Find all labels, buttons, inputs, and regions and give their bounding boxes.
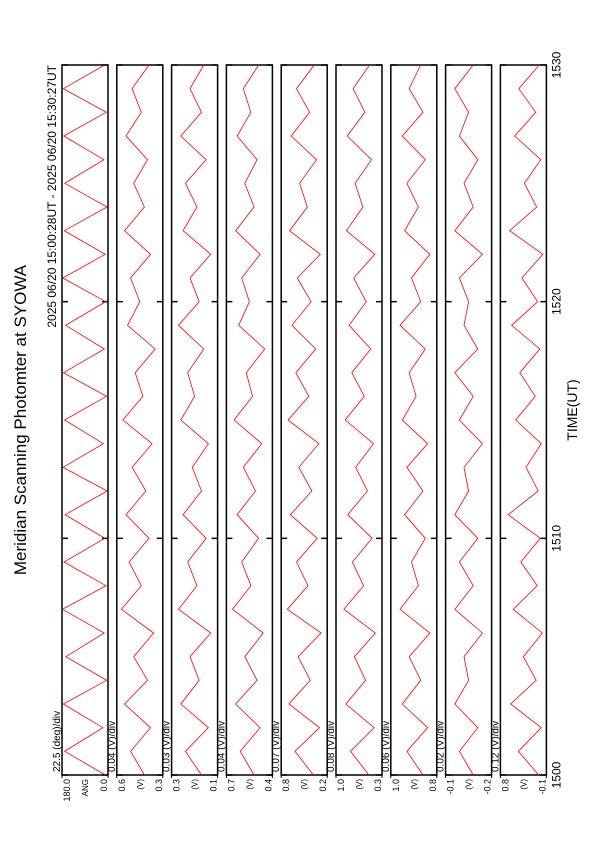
y-tick-label: -0.1 xyxy=(537,779,547,795)
y-tick-label: 0.8 xyxy=(428,779,438,792)
scale-label: 0.07 (V)/div xyxy=(271,721,282,772)
scale-label: 0.02 (V)/div xyxy=(436,721,447,772)
chart-title: Meridian Scanning Photomter at SYOWA xyxy=(11,264,30,575)
x-tick-label: 1500 xyxy=(549,761,563,788)
scale-label: 0.12 (V)/div xyxy=(490,721,501,772)
y-tick-label: 0.2 xyxy=(318,779,328,792)
unit-label: (V) xyxy=(245,779,254,790)
data-line xyxy=(343,64,376,776)
data-line xyxy=(177,64,212,776)
x-axis-label: TIME(UT) xyxy=(564,379,580,440)
panel-frame xyxy=(116,64,164,776)
data-line xyxy=(286,64,322,776)
y-tick-label: 1.0 xyxy=(336,779,346,792)
data-line xyxy=(231,64,266,776)
unit-label: (V) xyxy=(465,779,474,790)
y-tick-label: 0.3 xyxy=(172,779,182,792)
y-tick-label: 0.8 xyxy=(500,779,510,792)
data-line xyxy=(399,64,431,776)
y-tick-label: -0.1 xyxy=(446,779,456,795)
x-tick-label: 1530 xyxy=(549,51,563,78)
unit-label: (V) xyxy=(410,779,419,790)
chart-subtitle: 2025 06/20 15:00:28UT - 2025 06/20 15:30… xyxy=(45,64,59,327)
unit-label: (V) xyxy=(191,779,200,790)
data-line xyxy=(120,64,156,776)
scale-label: 22.5 (deg)/div xyxy=(52,711,63,772)
panel-frame xyxy=(61,64,109,776)
scale-label: 0.04 (V)/div xyxy=(216,721,227,772)
scale-label: 0.08 (V)/div xyxy=(326,721,337,772)
x-tick-label: 1510 xyxy=(549,525,563,552)
y-tick-label: 0.7 xyxy=(226,779,236,792)
scale-label: 0.04 (V)/div xyxy=(107,721,118,772)
panel-frame xyxy=(280,64,328,776)
y-tick-label: 0.3 xyxy=(154,779,164,792)
chart-area: Meridian Scanning Photomter at SYOWA 202… xyxy=(11,51,580,801)
unit-label: (V) xyxy=(136,779,145,790)
data-line xyxy=(507,64,544,776)
y-tick-label: 0.1 xyxy=(209,779,219,792)
unit-label: ANG xyxy=(81,779,90,796)
panel-frame xyxy=(335,64,383,776)
panel-frame xyxy=(499,64,548,776)
scale-label: 0.03 (V)/div xyxy=(162,721,173,772)
y-tick-label: 0.3 xyxy=(373,779,383,792)
panel-frame xyxy=(225,64,274,776)
y-tick-label: -0.2 xyxy=(483,779,493,795)
y-tick-label: 0.0 xyxy=(99,779,109,792)
y-tick-label: 0.4 xyxy=(263,779,273,792)
data-line xyxy=(61,64,109,776)
panel-frame xyxy=(390,64,438,776)
unit-label: (V) xyxy=(300,779,309,790)
panel-frame xyxy=(170,64,219,776)
x-tick-label: 1520 xyxy=(549,288,563,315)
y-tick-label: 180.0 xyxy=(62,779,72,802)
panel-frame xyxy=(444,64,493,776)
y-tick-label: 1.0 xyxy=(391,779,401,792)
unit-label: (V) xyxy=(519,779,528,790)
scale-label: 0.06 (V)/div xyxy=(381,721,392,772)
y-tick-label: 0.6 xyxy=(117,779,127,792)
y-tick-label: 0.8 xyxy=(281,779,291,792)
data-line xyxy=(454,64,483,776)
unit-label: (V) xyxy=(355,779,364,790)
